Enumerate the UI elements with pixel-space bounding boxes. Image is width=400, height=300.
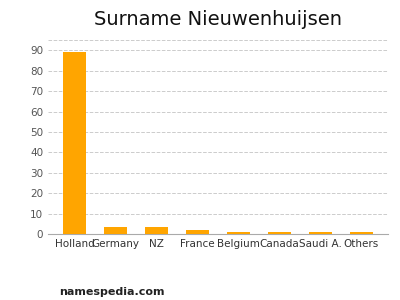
- Bar: [104, 227, 127, 234]
- Bar: [145, 227, 168, 234]
- Bar: [227, 232, 250, 234]
- Bar: [350, 232, 373, 234]
- Bar: [268, 232, 291, 234]
- Bar: [186, 230, 209, 234]
- Bar: [309, 232, 332, 234]
- Text: namespedia.com: namespedia.com: [59, 287, 165, 297]
- Bar: [63, 52, 86, 234]
- Title: Surname Nieuwenhuijsen: Surname Nieuwenhuijsen: [94, 10, 342, 29]
